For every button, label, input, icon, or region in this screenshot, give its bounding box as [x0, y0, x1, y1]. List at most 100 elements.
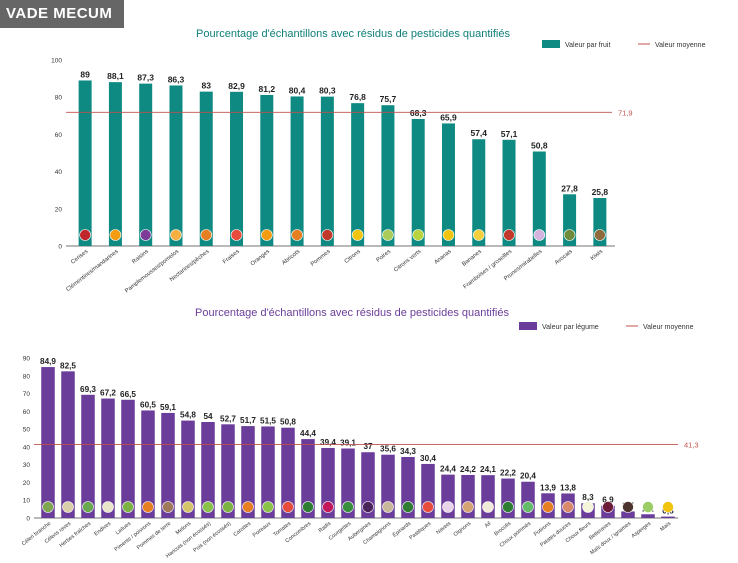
chart-1-ytick-1: 10: [23, 498, 31, 505]
chart-1-produce-icon-9: [222, 501, 234, 513]
chart-1-value-label-5: 60,5: [140, 400, 156, 409]
chart-1-category-label-30: Asperges: [631, 521, 653, 540]
chart-0-category-label-17: Kiwis: [590, 249, 604, 262]
chart-0-ytick-1: 20: [55, 206, 63, 213]
chart-0-category-label-11: Citrons verts: [393, 249, 422, 274]
chart-0-bar-13: [472, 139, 486, 246]
chart-1-average-label: 41,3: [684, 441, 699, 450]
chart-1-value-label-27: 8,3: [582, 493, 594, 502]
chart-1-bar-8: [201, 422, 215, 518]
chart-0-value-label-6: 81,2: [259, 84, 276, 94]
chart-1-bar-6: [161, 412, 175, 518]
chart-1-ytick-2: 20: [23, 480, 31, 487]
chart-1-value-label-0: 84,9: [40, 357, 56, 366]
chart-0-produce-icon-10: [382, 229, 394, 241]
chart-1-produce-icon-0: [42, 501, 54, 513]
chart-0-category-label-16: Avocats: [554, 249, 574, 266]
chart-0-value-label-5: 82,9: [228, 81, 245, 91]
chart-1-category-label-20: Navets: [435, 521, 452, 536]
chart-1-bar-0: [41, 367, 55, 518]
chart-1-bar-4: [121, 399, 135, 518]
chart-1-ytick-8: 80: [23, 373, 31, 380]
chart-1-value-label-2: 69,3: [80, 385, 96, 394]
chart-1-value-label-21: 24,2: [460, 465, 476, 474]
chart-1-ytick-6: 60: [23, 409, 31, 416]
chart-1-bar-16: [361, 452, 375, 518]
chart-0-value-label-1: 88,1: [107, 71, 124, 81]
chart-1-bar-2: [81, 394, 95, 518]
chart-1-ytick-5: 50: [23, 427, 31, 434]
chart-1-category-label-9: Pois (non écossés): [192, 521, 232, 554]
chart-1-bar-11: [261, 426, 275, 518]
chart-0-ytick-3: 60: [55, 132, 63, 139]
chart-0-produce-icon-13: [472, 229, 485, 241]
chart-1-value-label-18: 34,3: [400, 447, 416, 456]
header-tag: VADE MECUM: [0, 0, 124, 28]
chart-1-ytick-7: 70: [23, 391, 31, 398]
chart-1-category-label-4: Laitues: [115, 521, 133, 537]
chart-0-produce-icon-11: [412, 229, 424, 241]
chart-1-produce-icon-13: [302, 501, 314, 513]
chart-1-bar-17: [381, 454, 395, 518]
chart-0-bar-14: [502, 139, 516, 246]
chart-1-value-label-11: 51,5: [260, 416, 276, 425]
chart-1-bar-30: [641, 514, 655, 518]
chart-1-value-label-28: 6,9: [602, 496, 614, 505]
chart-0-bar-9: [351, 103, 365, 246]
chart-0-bar-2: [139, 83, 153, 246]
chart-0-category-label-12: Ananas: [434, 249, 453, 266]
chart-1-produce-icon-7: [182, 501, 194, 513]
chart-1-legend-swatch-bars: [519, 322, 537, 330]
chart-0-bar-11: [411, 118, 425, 246]
chart-1-category-label-22: Ail: [484, 521, 492, 529]
chart-0-category-label-6: Oranges: [250, 249, 271, 267]
chart-1-value-label-4: 66,5: [120, 390, 136, 399]
chart-0-produce-icon-5: [230, 229, 243, 241]
chart-0-value-label-17: 25,8: [592, 187, 609, 197]
chart-0-value-label-15: 50,8: [531, 141, 548, 151]
chart-1-produce-icon-19: [422, 501, 434, 513]
chart-0-category-label-10: Poires: [376, 249, 393, 264]
chart-1-produce-icon-5: [142, 501, 154, 513]
chart-1-value-label-12: 50,8: [280, 418, 296, 427]
chart-0-bar-10: [381, 105, 395, 246]
chart-1-produce-icon-25: [542, 501, 554, 513]
chart-0-value-label-4: 83: [202, 81, 212, 91]
chart-1-value-label-15: 39,1: [340, 438, 356, 447]
chart-0-ytick-2: 40: [55, 169, 63, 176]
chart-1-produce-icon-28: [602, 501, 614, 513]
chart-1-produce-icon-20: [442, 501, 454, 513]
chart-1-ytick-9: 90: [23, 356, 31, 363]
chart-0-category-label-0: Cerises: [70, 249, 89, 266]
chart-0-bar-4: [199, 91, 213, 247]
chart-0-value-label-16: 27,8: [561, 183, 578, 193]
chart-1-produce-icon-8: [202, 501, 214, 513]
chart-0-legend-swatch-bars: [542, 40, 560, 48]
chart-0-bar-1: [108, 82, 122, 246]
chart-1-value-label-7: 54,8: [180, 411, 196, 420]
chart-1-bar-15: [341, 448, 355, 518]
chart-0-value-label-14: 57,1: [501, 129, 518, 139]
chart-0-produce-icon-4: [200, 229, 213, 241]
chart-0-value-label-10: 75,7: [380, 94, 397, 104]
chart-1-title: Pourcentage d'échantillons avec résidus …: [195, 307, 509, 319]
chart-0-ytick-0: 0: [58, 244, 62, 251]
chart-0-category-label-5: Fraises: [222, 249, 241, 265]
chart-1-produce-icon-24: [522, 501, 534, 513]
chart-1-bar-9: [221, 424, 235, 518]
chart-0-produce-icon-12: [442, 229, 455, 241]
chart-1-produce-icon-17: [382, 501, 394, 513]
chart-0-ytick-4: 80: [55, 95, 63, 102]
chart-1-produce-icon-26: [562, 501, 574, 513]
chart-1-legend-label-average: Valeur moyenne: [643, 324, 694, 331]
chart-1-produce-icon-31: [662, 501, 674, 513]
chart-0-category-label-9: Citrons: [344, 249, 362, 265]
chart-1-value-label-26: 13,8: [560, 483, 576, 492]
chart-0-category-label-1: Clémentines/mandarines: [65, 249, 119, 293]
chart-0-value-label-3: 86,3: [168, 74, 185, 84]
chart-0-value-label-11: 68,3: [410, 108, 427, 118]
chart-0-value-label-8: 80,3: [319, 86, 336, 96]
chart-1-bar-5: [141, 410, 155, 518]
chart-0-category-label-7: Abricots: [281, 249, 301, 267]
